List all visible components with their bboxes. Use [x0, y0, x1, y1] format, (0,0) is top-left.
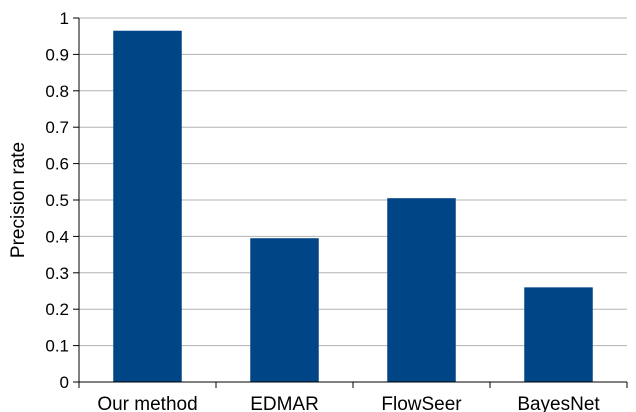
y-tick-label-9: 0.9 — [45, 45, 69, 64]
y-tick-label-7: 0.7 — [45, 118, 69, 137]
y-tick-label-5: 0.5 — [45, 191, 69, 210]
bars — [113, 30, 593, 383]
y-tick-label-3: 0.3 — [45, 264, 69, 283]
axes — [73, 17, 628, 388]
bar-our-method — [113, 30, 182, 383]
y-tick-labels: 0 0.1 0.2 0.3 0.4 0.5 0.6 0.7 0.8 0.9 1 — [45, 9, 69, 392]
y-tick-label-10: 1 — [60, 9, 69, 28]
y-tick-label-2: 0.2 — [45, 300, 69, 319]
y-tick-label-6: 0.6 — [45, 155, 69, 174]
x-tick-label-0: Our method — [97, 394, 197, 412]
x-tick-labels: Our method EDMAR FlowSeer BayesNet — [97, 394, 600, 412]
bar-edmar — [250, 238, 319, 382]
x-tick-label-1: EDMAR — [250, 394, 319, 412]
y-tick-label-8: 0.8 — [45, 82, 69, 101]
y-tick-label-0: 0 — [60, 373, 69, 392]
bar-bayesnet — [524, 287, 593, 382]
x-tick-label-3: BayesNet — [517, 394, 600, 412]
y-tick-label-4: 0.4 — [45, 227, 69, 246]
y-tick-label-1: 0.1 — [45, 337, 69, 356]
x-tick-label-2: FlowSeer — [381, 394, 462, 412]
y-axis-label: Precision rate — [8, 142, 29, 258]
bar-flowseer — [387, 198, 456, 382]
